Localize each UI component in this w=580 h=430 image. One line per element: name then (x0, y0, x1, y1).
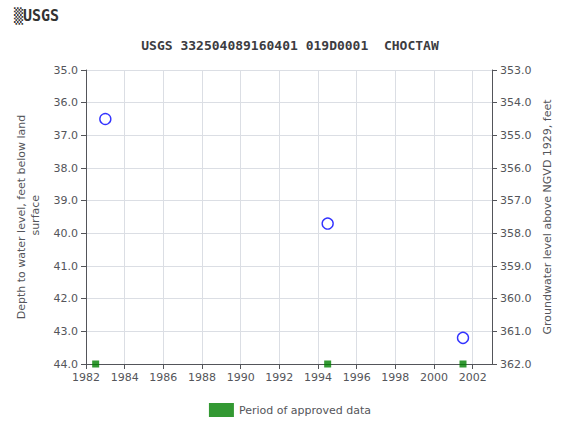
svg-text:44.0: 44.0 (54, 358, 79, 371)
svg-text:1990: 1990 (227, 371, 255, 384)
svg-text:357.0: 357.0 (500, 194, 532, 207)
svg-text:1982: 1982 (72, 371, 100, 384)
svg-text:2000: 2000 (420, 371, 448, 384)
svg-text:▒USGS: ▒USGS (14, 7, 59, 25)
svg-text:43.0: 43.0 (54, 325, 79, 338)
svg-text:35.0: 35.0 (54, 64, 79, 77)
svg-text:1986: 1986 (149, 371, 177, 384)
svg-text:1992: 1992 (265, 371, 293, 384)
svg-text:36.0: 36.0 (54, 96, 79, 109)
svg-text:Groundwater level above NGVD 1: Groundwater level above NGVD 1929, feet (541, 99, 554, 335)
svg-text:359.0: 359.0 (500, 260, 532, 273)
svg-text:Period of approved data: Period of approved data (239, 404, 371, 417)
svg-text:360.0: 360.0 (500, 292, 532, 305)
svg-text:354.0: 354.0 (500, 96, 532, 109)
svg-text:Depth to water level, feet bel: Depth to water level, feet below land (15, 115, 28, 320)
svg-text:39.0: 39.0 (54, 194, 79, 207)
svg-text:1988: 1988 (188, 371, 216, 384)
svg-text:42.0: 42.0 (54, 292, 79, 305)
svg-text:40.0: 40.0 (54, 227, 79, 240)
svg-text:362.0: 362.0 (500, 358, 532, 371)
svg-text:38.0: 38.0 (54, 162, 79, 175)
svg-text:356.0: 356.0 (500, 162, 532, 175)
svg-text:37.0: 37.0 (54, 129, 79, 142)
svg-text:361.0: 361.0 (500, 325, 532, 338)
svg-text:1996: 1996 (343, 371, 371, 384)
svg-text:surface: surface (29, 195, 42, 239)
svg-text:41.0: 41.0 (54, 260, 79, 273)
svg-text:USGS 332504089160401 019D0001: USGS 332504089160401 019D0001 CHOCTAW (141, 38, 439, 53)
svg-text:353.0: 353.0 (500, 64, 532, 77)
svg-text:1998: 1998 (381, 371, 409, 384)
svg-text:2002: 2002 (459, 371, 487, 384)
svg-text:1994: 1994 (304, 371, 332, 384)
svg-text:355.0: 355.0 (500, 129, 532, 142)
svg-text:358.0: 358.0 (500, 227, 532, 240)
svg-text:1984: 1984 (111, 371, 139, 384)
